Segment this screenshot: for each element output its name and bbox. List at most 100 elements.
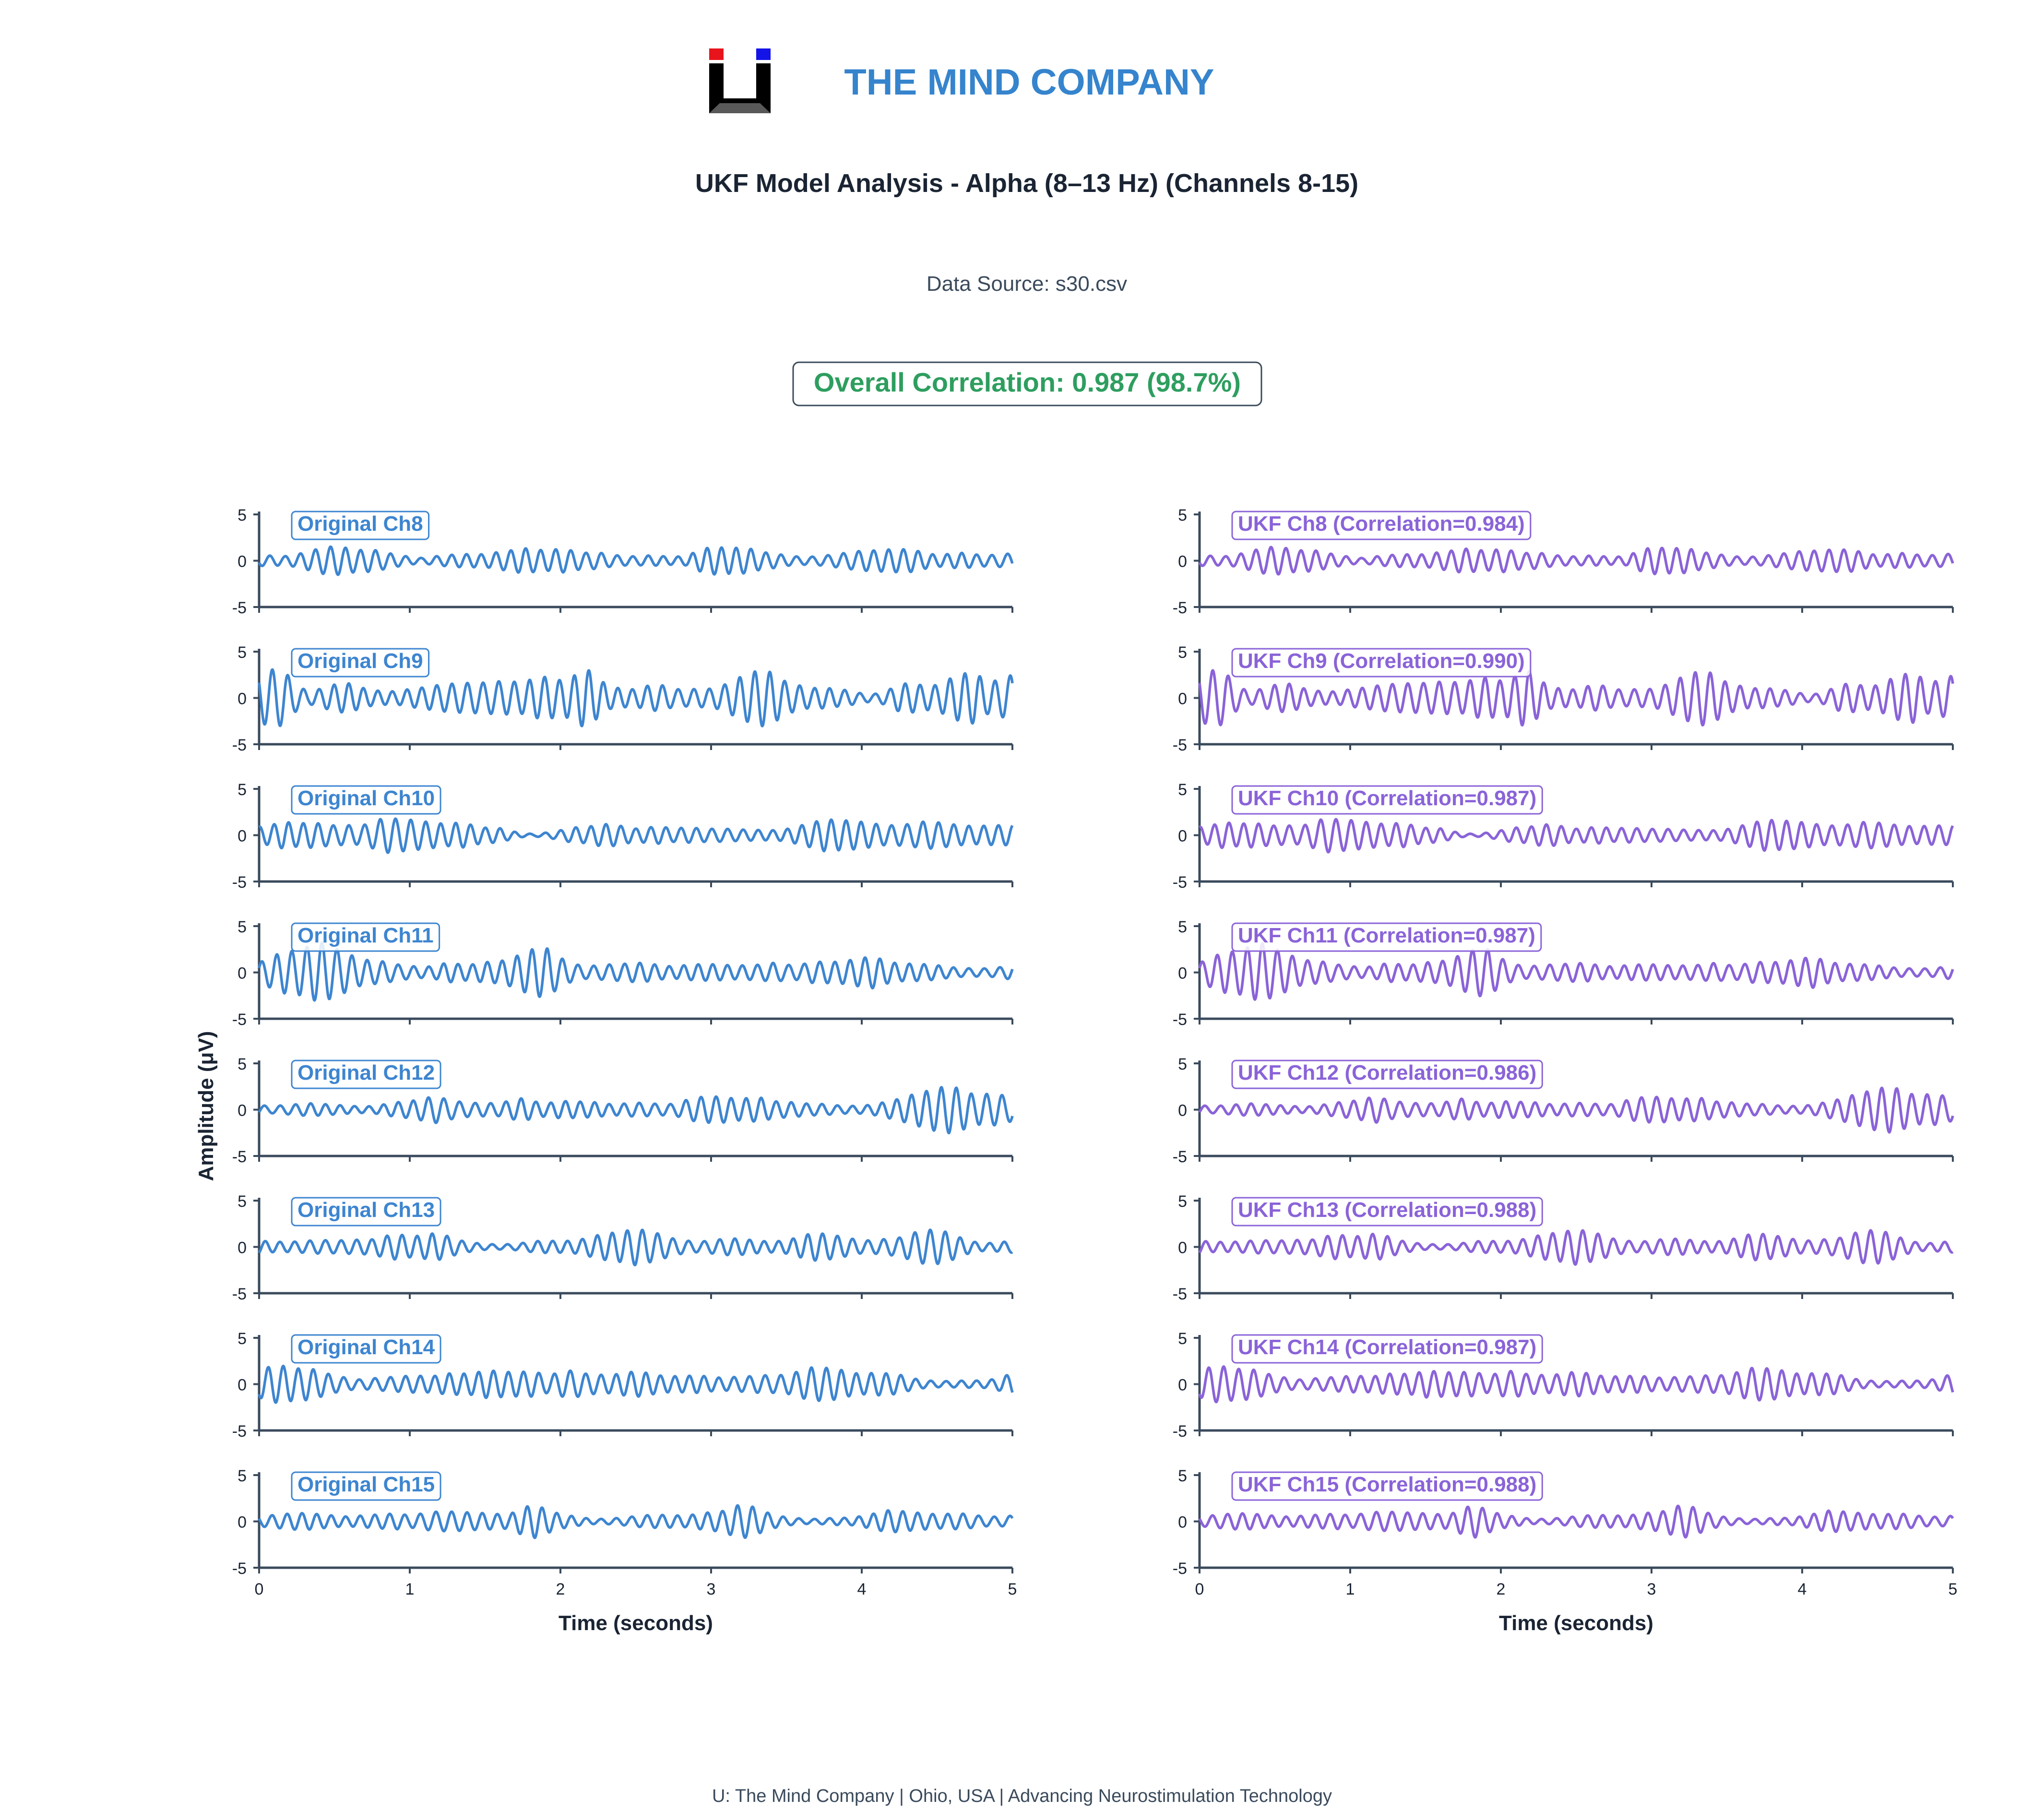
panel-label: Original Ch9 <box>297 649 423 673</box>
y-tick-label: 5 <box>238 643 247 662</box>
y-tick-label: -5 <box>232 1011 247 1029</box>
panel-label-box <box>1231 1060 1543 1089</box>
panel-label: Original Ch12 <box>297 1061 435 1084</box>
x-tick-label: 5 <box>1008 1580 1017 1598</box>
panel-ukf-2: 5 0 -5 UKF Ch10 (Correlation=0.987) <box>1173 781 1954 892</box>
panel-label-box <box>1231 1471 1543 1501</box>
panel-label: UKF Ch12 (Correlation=0.986) <box>1238 1061 1536 1084</box>
panel-label: Original Ch14 <box>297 1335 435 1359</box>
panel-label-box <box>1231 785 1543 815</box>
panel-label-box <box>291 1197 441 1227</box>
panel-label: UKF Ch13 (Correlation=0.988) <box>1238 1198 1536 1222</box>
signal-line <box>258 1085 1014 1134</box>
panel-ukf-0: 5 0 -5 UKF Ch8 (Correlation=0.984) <box>1173 506 1954 617</box>
signal-line <box>258 668 1014 727</box>
panel-label-box <box>1231 1334 1543 1364</box>
panel-original-6: 5 0 -5 Original Ch14 <box>232 1330 1014 1441</box>
panel-original-2: 5 0 -5 Original Ch10 <box>232 781 1014 892</box>
signal-line <box>258 941 1014 1002</box>
y-tick-label: -5 <box>232 1422 247 1441</box>
x-axis-title: Time (seconds) <box>1499 1611 1653 1635</box>
y-tick-label: 0 <box>238 690 247 708</box>
panel-label-box <box>291 922 440 952</box>
y-tick-label: 5 <box>238 1192 247 1211</box>
panel-label-box <box>1231 648 1532 678</box>
panel-label: Original Ch10 <box>297 786 435 810</box>
y-tick-label: 5 <box>1178 506 1187 524</box>
y-tick-label: 0 <box>1178 1239 1187 1257</box>
x-tick-label: 0 <box>1195 1580 1204 1598</box>
y-tick-label: -5 <box>232 599 247 617</box>
x-tick-label: 3 <box>707 1580 716 1598</box>
signal-line <box>1198 1229 1954 1266</box>
panel-ukf-7: 5 0 -5 UKF Ch15 (Correlation=0.988) 0 1 2 3 4 5 Ti… <box>1173 1467 1958 1635</box>
y-tick-label: 5 <box>1178 1055 1187 1073</box>
y-tick-label: 0 <box>1178 827 1187 846</box>
y-tick-label: 0 <box>238 965 247 983</box>
panel-label: Original Ch15 <box>297 1473 435 1496</box>
overall-correlation-box <box>792 361 1262 406</box>
signal-line <box>1199 818 1954 854</box>
panel-label: UKF Ch10 (Correlation=0.987) <box>1238 786 1536 810</box>
panel-label: UKF Ch14 (Correlation=0.987) <box>1238 1335 1536 1359</box>
y-tick-label: 0 <box>238 827 247 846</box>
y-tick-label: 0 <box>238 1513 247 1532</box>
company-name: THE MIND COMPANY <box>844 62 1214 103</box>
panel-original-7: 5 0 -5 Original Ch15 0 1 2 3 4 5 Time (seconds) <box>232 1467 1017 1635</box>
panel-label-box <box>291 1471 441 1501</box>
y-tick-label: -5 <box>1173 1011 1187 1029</box>
y-tick-label: -5 <box>1173 1148 1187 1166</box>
y-tick-label: -5 <box>1173 599 1187 617</box>
y-tick-label: 5 <box>238 506 247 524</box>
y-tick-label: 5 <box>238 1055 247 1073</box>
signal-line <box>1198 942 1954 1001</box>
signal-line <box>1198 669 1954 727</box>
signal-line <box>258 817 1014 854</box>
panel-ukf-3: 5 0 -5 UKF Ch11 (Correlation=0.987) <box>1173 918 1954 1029</box>
signal-line <box>1198 1365 1954 1404</box>
y-tick-label: 0 <box>238 1102 247 1120</box>
y-tick-label: 0 <box>1178 1102 1187 1120</box>
signal-line <box>258 1364 1014 1404</box>
figure-title: UKF Model Analysis - Alpha (8–13 Hz) (Ch… <box>695 169 1358 198</box>
panel-label: UKF Ch15 (Correlation=0.988) <box>1238 1473 1536 1496</box>
panel-label-box <box>1231 922 1542 952</box>
y-tick-label: 5 <box>1178 1192 1187 1211</box>
y-tick-label: 0 <box>238 1376 247 1394</box>
panel-original-3: 5 0 -5 Original Ch11 <box>232 918 1014 1029</box>
y-tick-label: -5 <box>232 1285 247 1303</box>
panel-ukf-1: 5 0 -5 UKF Ch9 (Correlation=0.990) <box>1173 643 1954 754</box>
panels-layer: 5 0 -5 Original Ch8 5 0 -5 Original Ch9 5 0 -5 Orig… <box>232 506 1958 1635</box>
y-tick-label: -5 <box>1173 1560 1187 1578</box>
y-tick-label: 0 <box>1178 1376 1187 1394</box>
y-tick-label: -5 <box>1173 1285 1187 1303</box>
y-tick-label: 5 <box>238 1330 247 1348</box>
signal-line <box>258 545 1014 576</box>
y-tick-label: 0 <box>238 1239 247 1257</box>
panel-label-box <box>291 648 430 678</box>
y-tick-label: 0 <box>1178 965 1187 983</box>
panel-label: UKF Ch9 (Correlation=0.990) <box>1238 649 1525 673</box>
y-tick-label: 5 <box>1178 1467 1187 1485</box>
signal-line <box>258 1504 1014 1539</box>
y-tick-label: -5 <box>1173 736 1187 754</box>
x-axis-title: Time (seconds) <box>559 1611 713 1635</box>
y-tick-label: -5 <box>232 873 247 892</box>
x-tick-label: 0 <box>255 1580 264 1598</box>
panel-original-0: 5 0 -5 Original Ch8 <box>232 506 1014 617</box>
y-tick-label: -5 <box>1173 873 1187 892</box>
signal-line <box>1198 1086 1954 1134</box>
y-tick-label: 5 <box>1178 918 1187 936</box>
data-source: Data Source: s30.csv <box>927 272 1127 296</box>
panel-ukf-6: 5 0 -5 UKF Ch14 (Correlation=0.987) <box>1173 1330 1954 1441</box>
panel-ukf-5: 5 0 -5 UKF Ch13 (Correlation=0.988) <box>1173 1192 1954 1303</box>
panel-label: Original Ch13 <box>297 1198 435 1222</box>
panel-original-5: 5 0 -5 Original Ch13 <box>232 1192 1013 1303</box>
x-tick-label: 2 <box>1497 1580 1506 1598</box>
x-tick-label: 5 <box>1949 1580 1958 1598</box>
overall-correlation: Overall Correlation: 0.987 (98.7%) <box>814 367 1241 397</box>
panel-label: UKF Ch11 (Correlation=0.987) <box>1238 924 1535 947</box>
y-tick-label: 5 <box>238 781 247 799</box>
y-tick-label: 0 <box>1178 690 1187 708</box>
signal-line <box>1198 1504 1954 1539</box>
